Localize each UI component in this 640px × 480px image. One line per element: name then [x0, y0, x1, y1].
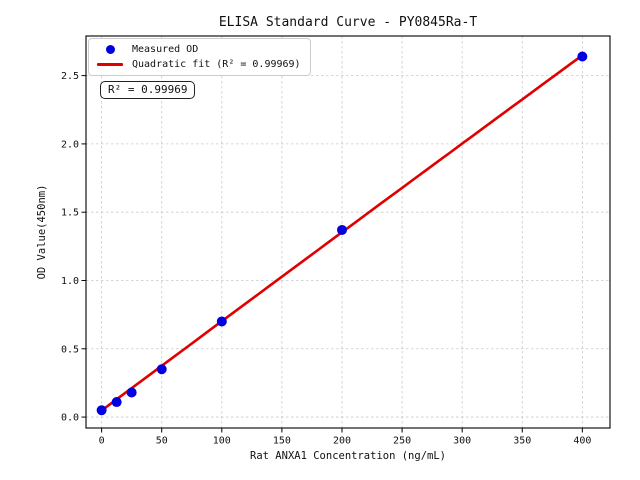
x-tick-label: 0 — [99, 436, 105, 447]
data-point — [111, 397, 122, 408]
r-squared-annotation: R² = 0.99969 — [100, 81, 196, 99]
data-point — [577, 51, 588, 62]
legend-item-measured-od: Measured OD — [97, 44, 301, 55]
x-tick-label: 100 — [213, 436, 231, 447]
plot-border — [85, 35, 611, 429]
data-point — [156, 364, 167, 375]
y-tick-label: 2.0 — [61, 139, 79, 150]
legend-marker-wrap — [97, 45, 123, 54]
y-tick-label: 1.0 — [61, 276, 79, 287]
x-tick-label: 150 — [273, 436, 291, 447]
x-axis-label: Rat ANXA1 Concentration (ng/mL) — [250, 450, 446, 462]
y-tick-label: 2.5 — [61, 71, 79, 82]
legend-label-quadratic-fit: Quadratic fit (R² = 0.99969) — [132, 59, 301, 70]
x-tick-label: 350 — [513, 436, 531, 447]
x-tick-label: 200 — [333, 436, 351, 447]
x-tick-label: 300 — [453, 436, 471, 447]
y-tick-label: 1.5 — [61, 208, 79, 219]
legend-label-measured-od: Measured OD — [132, 44, 199, 55]
data-point — [216, 316, 227, 327]
legend-item-quadratic-fit: Quadratic fit (R² = 0.99969) — [97, 59, 301, 70]
y-tick-label: 0.0 — [61, 413, 79, 424]
data-point — [126, 387, 137, 398]
scatter-dot-icon — [105, 45, 115, 54]
line-marker-icon — [97, 63, 123, 66]
x-tick-label: 250 — [393, 436, 411, 447]
data-point — [336, 224, 347, 235]
data-point — [96, 405, 107, 416]
x-tick-label: 400 — [573, 436, 591, 447]
x-tick-label: 50 — [156, 436, 168, 447]
legend: Measured OD Quadratic fit (R² = 0.99969) — [88, 38, 311, 76]
y-tick-label: 0.5 — [61, 344, 79, 355]
chart-title: ELISA Standard Curve - PY0845Ra-T — [218, 15, 478, 30]
y-axis-label: OD Value(450nm) — [36, 184, 48, 280]
legend-marker-wrap — [97, 63, 123, 66]
